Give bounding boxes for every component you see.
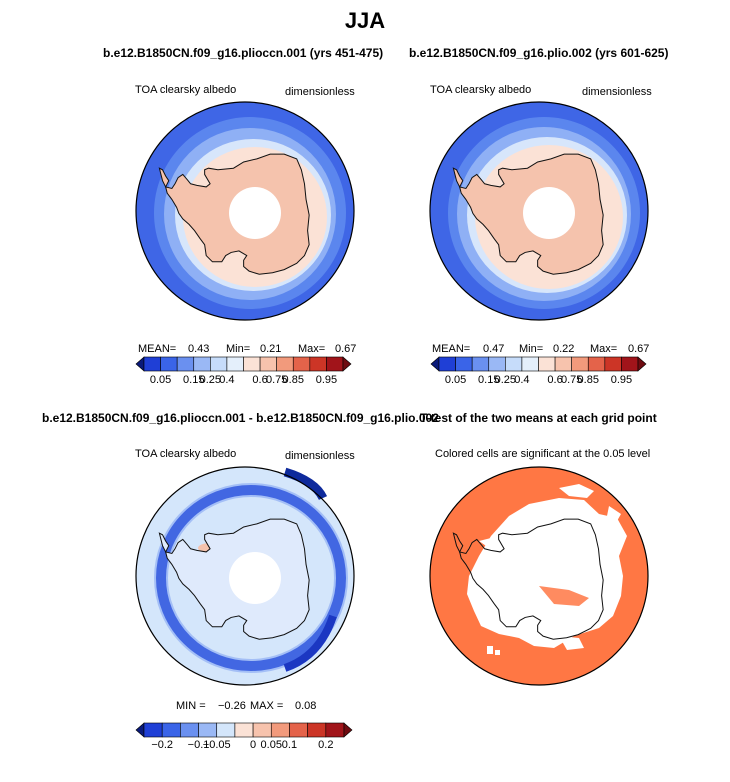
colorbar-tick-label: 0.25 (199, 374, 222, 386)
panel2-mean-label: MEAN= (432, 343, 471, 355)
colorbar-swatch (226, 356, 244, 372)
panel1-mean-value: 0.43 (188, 343, 210, 355)
panel2-min-label: Min= (519, 343, 544, 355)
panel4-map (429, 466, 649, 686)
colorbar-swatch (252, 722, 272, 738)
colorbar-low-triangle (135, 356, 145, 372)
colorbar-tick-label: 0.85 (282, 374, 304, 386)
colorbar-swatch (270, 722, 290, 738)
colorbar-swatch (538, 356, 556, 372)
colorbar-swatch (143, 722, 163, 738)
colorbar-swatch (471, 356, 490, 372)
panel3-max-value: 0.08 (295, 700, 317, 712)
panel1-units-label: dimensionless (285, 86, 355, 98)
colorbar-swatch (234, 722, 254, 738)
colorbar-swatch (216, 722, 236, 738)
panel3-variable-label: TOA clearsky albedo (135, 448, 237, 460)
panel4-title: T-test of the two means at each grid poi… (420, 411, 657, 425)
panel1-variable-label: TOA clearsky albedo (135, 84, 237, 96)
colorbar-swatch (210, 356, 228, 372)
panel1-max-label: Max= (298, 343, 326, 355)
colorbar-tick-label: 0.05 (444, 374, 467, 386)
colorbar-tick-label: 0.05 (260, 739, 282, 751)
colorbar-swatch (289, 722, 308, 738)
colorbar-swatch (325, 722, 345, 738)
colorbar-tick-label: 0.6 (547, 374, 563, 386)
panel3-min-value: −0.26 (218, 700, 246, 712)
panel2-max-value: 0.67 (628, 343, 650, 355)
colorbar-swatch (307, 722, 327, 738)
colorbar-swatch (326, 356, 344, 372)
colorbar-swatch (193, 356, 211, 372)
colorbar-high-triangle (637, 356, 647, 372)
colorbar-tick-label: 0.1 (281, 739, 298, 751)
colorbar-tick-label: 0.15 (478, 374, 500, 386)
panel1-map (135, 101, 355, 321)
colorbar-swatch (143, 356, 161, 372)
colorbar-swatch (438, 356, 456, 372)
panel3-units-label: dimensionless (285, 450, 355, 462)
colorbar-swatch (276, 356, 294, 372)
colorbar-swatch (604, 356, 622, 372)
colorbar-tick-label: 0.2 (318, 739, 334, 751)
colorbar-swatch (309, 356, 327, 372)
colorbar-tick-label: −0.05 (202, 739, 231, 751)
colorbar-tick-label: 0.4 (219, 374, 235, 386)
colorbar-tick-label: 0.05 (149, 374, 172, 386)
colorbar-swatch (554, 356, 572, 372)
panel3-colorbar (135, 722, 353, 738)
colorbar-tick-label: 0.95 (610, 374, 633, 386)
colorbar-tick-label: −0.1 (187, 739, 210, 751)
panel1-title: b.e12.B1850CN.f09_g16.plioccn.001 (yrs 4… (103, 46, 384, 60)
colorbar-tick-label: 0.95 (315, 374, 338, 386)
colorbar-high-triangle (343, 722, 353, 738)
colorbar-low-triangle (135, 722, 145, 738)
colorbar-high-triangle (342, 356, 352, 372)
colorbar-swatch (521, 356, 539, 372)
panel1-mean-label: MEAN= (138, 343, 177, 355)
colorbar-low-triangle (430, 356, 440, 372)
panel1-min-label: Min= (226, 343, 251, 355)
colorbar-swatch (505, 356, 523, 372)
colorbar-swatch (198, 722, 218, 738)
panel2-min-value: 0.22 (553, 343, 575, 355)
colorbar-tick-label: 0.4 (514, 374, 530, 386)
panel2-mean-value: 0.47 (483, 343, 505, 355)
colorbar-swatch (587, 356, 606, 372)
colorbar-tick-label: −0.2 (151, 739, 174, 751)
panel3-min-label: MIN = (176, 700, 206, 712)
colorbar-tick-label: 0.85 (577, 374, 599, 386)
panel3-max-label: MAX = (250, 700, 284, 712)
panel2-variable-label: TOA clearsky albedo (430, 84, 532, 96)
colorbar-swatch (161, 722, 181, 738)
panel4-note: Colored cells are significant at the 0.0… (435, 448, 651, 460)
colorbar-tick-label: 0.25 (494, 374, 517, 386)
colorbar-swatch (488, 356, 506, 372)
colorbar-tick-label: 0.15 (183, 374, 205, 386)
colorbar-swatch (571, 356, 589, 372)
colorbar-tick-label: 0.75 (560, 374, 583, 386)
panel1-colorbar (135, 356, 352, 372)
panel2-title: b.e12.B1850CN.f09_g16.plio.002 (yrs 601-… (409, 46, 669, 60)
colorbar-swatch (243, 356, 261, 372)
panel1-max-value: 0.67 (335, 343, 357, 355)
panel2-units-label: dimensionless (582, 86, 652, 98)
colorbar-swatch (259, 356, 277, 372)
panel1-min-value: 0.21 (260, 343, 282, 355)
panel2-colorbar (430, 356, 647, 372)
panel2-map (429, 101, 649, 321)
colorbar-swatch (160, 356, 178, 372)
colorbar-swatch (621, 356, 639, 372)
colorbar-swatch (180, 722, 199, 738)
colorbar-tick-label: 0.6 (252, 374, 268, 386)
colorbar-swatch (292, 356, 311, 372)
colorbar-swatch (176, 356, 195, 372)
panel3-title: b.e12.B1850CN.f09_g16.plioccn.001 - b.e1… (42, 411, 439, 425)
colorbar-swatch (455, 356, 473, 372)
colorbar-tick-label: 0.75 (265, 374, 288, 386)
panel3-map (135, 466, 355, 686)
panel2-max-label: Max= (590, 343, 618, 355)
main-title: JJA (344, 8, 386, 33)
colorbar-tick-label: 0 (250, 739, 257, 751)
